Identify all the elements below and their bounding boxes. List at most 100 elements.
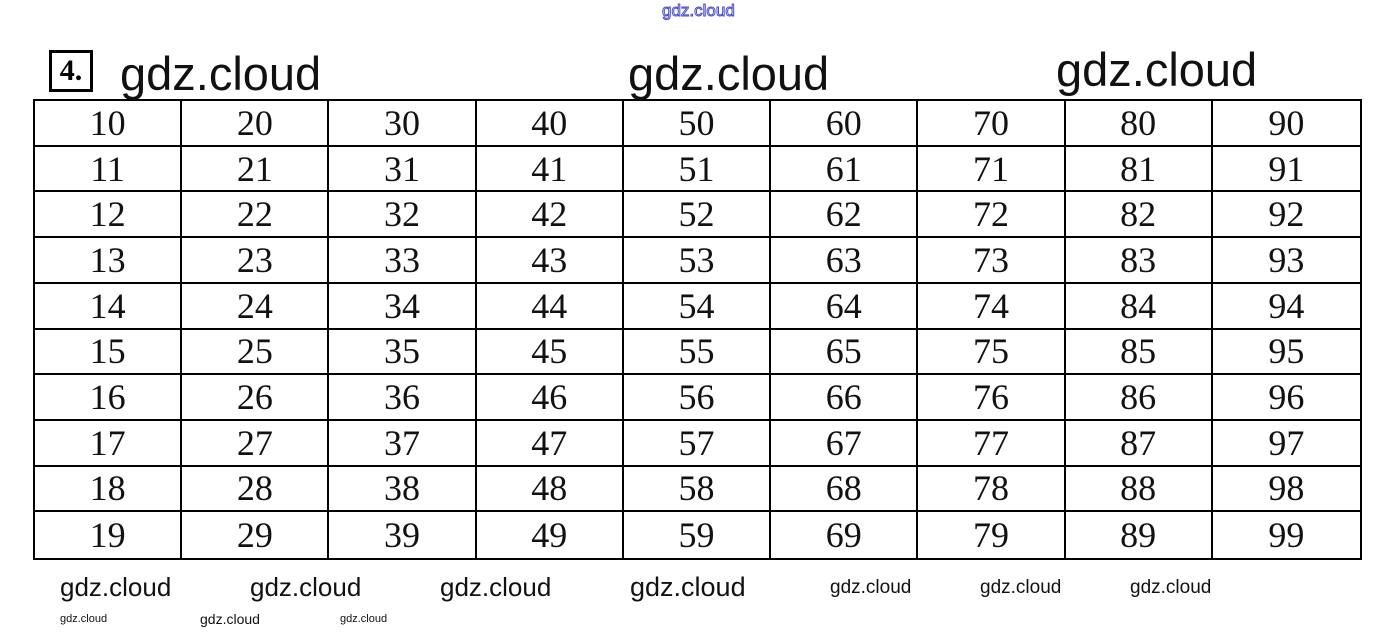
- table-cell: 88: [1065, 466, 1213, 513]
- table-cell: 47: [476, 420, 624, 467]
- table-cell: 41: [476, 146, 624, 193]
- table-cell: 86: [1065, 375, 1213, 421]
- table-cell: 23: [182, 238, 330, 284]
- table-cell: 15: [35, 329, 183, 376]
- table-cell: 36: [329, 375, 477, 421]
- table-cell: 18: [35, 466, 183, 513]
- table-cell: 58: [623, 466, 772, 513]
- table-cell: 59: [624, 512, 772, 558]
- table-cell: 63: [771, 238, 919, 284]
- table-cell: 64: [771, 283, 919, 330]
- watermark: gdz.cloud: [60, 572, 172, 602]
- table-cell: 95: [1212, 330, 1360, 376]
- table-cell: 97: [1212, 421, 1360, 467]
- table-cell: 67: [771, 420, 919, 467]
- table-cell: 45: [476, 329, 624, 376]
- table-cell: 25: [182, 329, 330, 376]
- table-cell: 33: [329, 238, 477, 284]
- table-cell: 81: [1065, 146, 1213, 193]
- number-table: 10 20 30 40 50 60 70 80 90 11 21 31 41 51 61 71 81 91 12 22…: [33, 99, 1362, 560]
- table-cell: 62: [771, 192, 919, 239]
- table-cell: 48: [476, 466, 624, 513]
- table-cell: 27: [182, 420, 330, 467]
- table-cell: 72: [918, 192, 1066, 239]
- exercise-number: 4.: [49, 50, 93, 92]
- table-cell: 71: [918, 146, 1066, 193]
- table-cell: 11: [35, 146, 183, 193]
- table-cell: 16: [35, 375, 183, 421]
- table-cell: 17: [35, 420, 183, 467]
- table-cell: 80: [1065, 101, 1213, 147]
- table-cell: 13: [35, 238, 183, 284]
- table-cell: 85: [1065, 329, 1213, 376]
- table-cell: 66: [771, 375, 919, 421]
- watermark: gdz.cloud: [440, 572, 552, 602]
- table-cell: 83: [1065, 238, 1213, 284]
- table-cell: 56: [623, 375, 772, 421]
- table-cell: 73: [918, 238, 1066, 284]
- table-cell: 28: [182, 466, 330, 513]
- table-cell: 78: [918, 466, 1066, 513]
- table-cell: 77: [918, 420, 1066, 467]
- watermark: gdz.cloud: [1130, 577, 1212, 598]
- watermark: gdz.cloud: [340, 613, 388, 625]
- table-cell: 52: [623, 192, 772, 239]
- table-cell: 35: [329, 329, 477, 376]
- table-cell: 69: [771, 512, 919, 558]
- table-cell: 43: [476, 238, 624, 284]
- table-cell: 79: [918, 512, 1066, 558]
- table-cell: 68: [771, 466, 919, 513]
- table-cell: 70: [918, 101, 1066, 147]
- table-cell: 29: [182, 512, 330, 558]
- table-cell: 75: [918, 329, 1066, 376]
- watermark: gdz.cloud: [662, 1, 736, 20]
- table-cell: 30: [329, 101, 477, 147]
- table-cell: 82: [1065, 192, 1213, 239]
- watermark: gdz.cloud: [630, 572, 746, 602]
- table-cell: 91: [1212, 147, 1360, 193]
- table-cell: 99: [1268, 515, 1305, 556]
- table-cell: 32: [329, 192, 477, 239]
- table-cell: 84: [1065, 283, 1213, 330]
- table-cell: 65: [771, 329, 919, 376]
- table-cell: 40: [476, 101, 624, 147]
- table-cell: 34: [329, 283, 477, 330]
- watermark: gdz.cloud: [60, 613, 108, 625]
- table-cell: 54: [623, 283, 772, 330]
- table-cell: 38: [329, 466, 477, 513]
- table-cell: 55: [623, 329, 772, 376]
- table-cell: 49: [477, 512, 624, 558]
- table-cell: 42: [476, 192, 624, 239]
- table-cell: 61: [771, 146, 919, 193]
- watermark: gdz.cloud: [120, 47, 322, 100]
- table-cell: 12: [35, 192, 183, 239]
- table-cell: 22: [182, 192, 330, 239]
- table-cell: 92: [1212, 192, 1360, 239]
- table-cell: 53: [623, 238, 772, 284]
- table-cell: 90: [1212, 101, 1360, 147]
- table-cell: 74: [918, 283, 1066, 330]
- table-cell: 89: [1066, 512, 1213, 558]
- table-cell: 96: [1212, 375, 1360, 421]
- table-cell: 51: [623, 146, 772, 193]
- table-cell: 50: [623, 101, 772, 147]
- table-cell: 19: [35, 512, 183, 558]
- watermark: gdz.cloud: [830, 577, 912, 598]
- table-cell: 20: [182, 101, 330, 147]
- table-cell: 94: [1212, 284, 1360, 330]
- table-cell: 87: [1065, 420, 1213, 467]
- watermark: gdz.cloud: [980, 577, 1062, 598]
- table-cell: 37: [329, 420, 477, 467]
- watermark: gdz.cloud: [200, 611, 260, 627]
- table-cell: 24: [182, 283, 330, 330]
- table-cell: 44: [476, 283, 624, 330]
- table-cell: 31: [329, 146, 477, 193]
- watermark: gdz.cloud: [628, 47, 830, 100]
- table-cell: 98: [1212, 467, 1360, 513]
- table-cell: 46: [476, 375, 624, 421]
- table-cell: 10: [35, 101, 183, 147]
- table-cell: 76: [918, 375, 1066, 421]
- table-cell: 60: [771, 101, 919, 147]
- table-cell: 57: [623, 420, 772, 467]
- watermark: gdz.cloud: [1056, 43, 1258, 96]
